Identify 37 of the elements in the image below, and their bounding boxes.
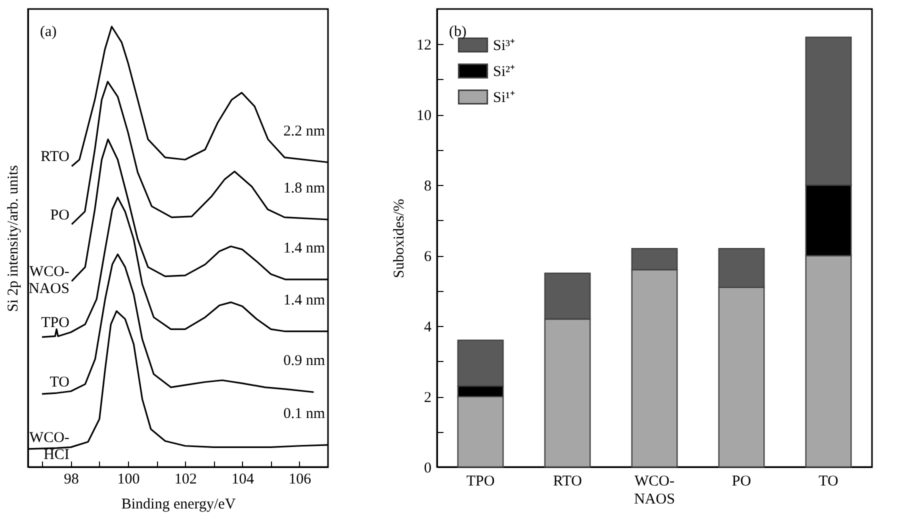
y-tick-label: 8 (424, 178, 432, 195)
x-tick-label: 106 (288, 472, 312, 488)
y-axis-title: Suboxides/% (392, 198, 408, 278)
chart-title: (a) (40, 24, 57, 40)
x-tick-label: WCO-NAOS (634, 474, 675, 508)
y-tick-label: 10 (416, 108, 432, 124)
annotation: 1.8 nm (283, 180, 326, 197)
series-label: TPO (41, 315, 70, 332)
series-label: RTO (40, 149, 70, 166)
annotation: 1.4 nm (283, 292, 326, 308)
series-label: WCO-HCI (29, 430, 70, 464)
annotation: 2.2 nm (283, 123, 326, 140)
y-tick-label: 0 (424, 460, 432, 476)
x-tick-label: 102 (174, 472, 197, 488)
x-tick-label: TO (818, 474, 839, 490)
text: (b) (449, 24, 466, 40)
y-axis-title: Si 2p intensity/arb. units (6, 165, 22, 312)
series-label: PO (50, 207, 70, 224)
x-tick-label: 100 (117, 472, 140, 488)
x-tick-label: PO (732, 474, 752, 490)
y-tick-label: 6 (424, 249, 432, 266)
y-tick-label: 12 (416, 38, 432, 54)
x-tick-label: RTO (553, 474, 582, 490)
x-tick-label: 98 (64, 472, 79, 488)
y-tick-label: 2 (424, 390, 432, 406)
x-axis-title: Binding energy/eV (121, 496, 236, 512)
series-label: TO (50, 374, 70, 390)
legend-label: Si²⁺ (493, 64, 516, 80)
annotation: 0.9 nm (283, 353, 326, 370)
x-tick-label: 104 (232, 472, 255, 488)
legend-label: Si³⁺ (493, 38, 516, 54)
annotation: 1.4 nm (283, 240, 326, 256)
annotation: 0.1 nm (283, 406, 326, 422)
x-tick-label: TPO (466, 474, 495, 490)
series-label: WCO-NAOS (28, 264, 70, 298)
legend-label: Si¹⁺ (493, 90, 516, 106)
y-tick-label: 4 (424, 320, 432, 336)
